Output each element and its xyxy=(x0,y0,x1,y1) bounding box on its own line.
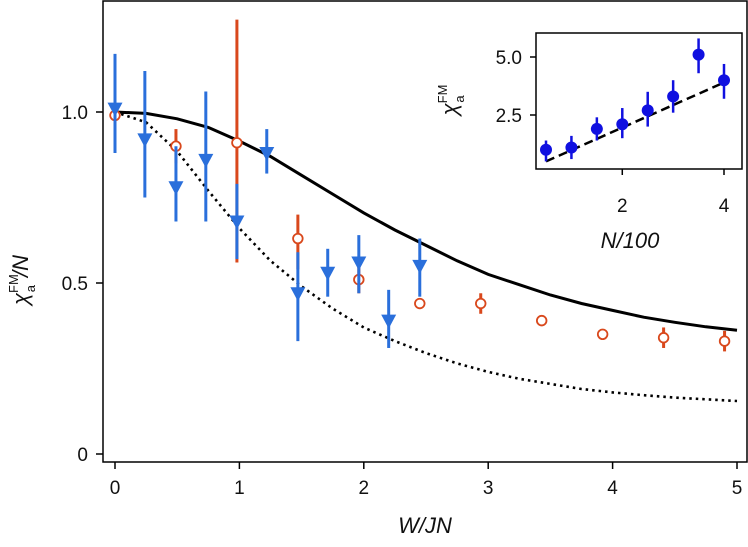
inset-data-point xyxy=(616,108,629,139)
blue-data-point xyxy=(290,252,306,342)
blue-data-point xyxy=(198,91,214,222)
inset-data-point xyxy=(667,80,680,113)
y-label-sup: FM xyxy=(6,274,21,293)
main-x-tick-label: 4 xyxy=(607,478,618,499)
red-data-point xyxy=(535,314,548,327)
red-circle-marker xyxy=(718,335,731,347)
inset-circle-marker xyxy=(540,143,552,156)
inset-y-label-sup: FM xyxy=(435,85,450,104)
main-plot-frame xyxy=(102,0,748,463)
solid-theory-curve xyxy=(114,110,738,332)
inset-circle-marker xyxy=(641,104,654,117)
inset-circle-marker xyxy=(692,48,705,61)
blue-data-point xyxy=(259,129,275,174)
inset-plot: 2 4 2.5 5.0 xyxy=(496,38,730,217)
red-circle-marker xyxy=(535,314,548,327)
blue-triangle-marker xyxy=(320,266,336,281)
blue-triangle-marker xyxy=(290,287,306,302)
red-circle-marker xyxy=(475,297,487,310)
inset-x-tick-label: 2 xyxy=(617,196,628,217)
inset-y-label-chi: χ xyxy=(437,102,462,117)
blue-triangle-marker xyxy=(259,147,275,162)
blue-data-point xyxy=(351,235,367,294)
inset-y-label-sub: a xyxy=(452,95,467,103)
inset-data-point xyxy=(718,63,730,99)
red-circle-marker xyxy=(657,332,670,344)
blue-data-point xyxy=(229,183,245,260)
red-data-point xyxy=(657,327,670,348)
inset-circle-marker xyxy=(718,74,730,87)
inset-circle-marker xyxy=(590,122,603,135)
y-label-tail: /N xyxy=(8,255,33,279)
main-x-tick-label: 2 xyxy=(359,478,370,499)
blue-triangle-marker xyxy=(412,259,428,274)
dotted-theory-curve xyxy=(114,110,738,403)
red-circle-marker xyxy=(231,137,243,149)
blue-triangle-marker xyxy=(198,153,214,168)
inset-circle-marker xyxy=(616,118,629,131)
main-plot: 0 1 2 3 4 5 0 0.5 1.0 xyxy=(62,19,743,499)
blue-triangle-marker xyxy=(381,314,397,329)
main-x-tick-label: 1 xyxy=(234,478,245,499)
red-data-point xyxy=(475,293,487,314)
inset-x-axis-label: N/100 xyxy=(601,228,660,253)
blue-triangle-marker xyxy=(137,133,153,148)
inset-x-tick-label: 4 xyxy=(719,196,730,217)
inset-circle-marker xyxy=(667,90,680,103)
red-data-point xyxy=(414,297,426,310)
blue-data-point xyxy=(107,53,123,154)
main-x-tick-label: 3 xyxy=(483,478,494,499)
main-y-tick-label: 0.5 xyxy=(62,274,88,295)
main-x-tick-label: 5 xyxy=(732,478,743,499)
blue-triangle-marker xyxy=(107,102,123,117)
inset-data-point xyxy=(590,117,603,141)
inset-circle-marker xyxy=(565,141,578,154)
blue-data-point xyxy=(320,248,336,297)
red-circle-marker xyxy=(414,297,426,310)
inset-data-point xyxy=(565,135,578,160)
blue-triangle-marker xyxy=(351,256,367,271)
red-data-point xyxy=(596,328,609,341)
y-label-sub: a xyxy=(23,284,38,292)
blue-triangle-marker xyxy=(168,181,184,196)
blue-triangle-marker xyxy=(229,215,245,230)
red-data-point xyxy=(718,330,731,352)
blue-data-point xyxy=(137,70,153,198)
main-y-tick-label: 1.0 xyxy=(62,103,88,124)
red-circle-marker xyxy=(292,232,304,245)
main-x-tick-label: 0 xyxy=(110,478,121,499)
inset-y-tick-label: 2.5 xyxy=(496,106,522,127)
inset-data-point xyxy=(540,140,552,162)
blue-data-point xyxy=(168,146,184,222)
blue-data-point xyxy=(412,238,428,297)
inset-y-tick-label: 5.0 xyxy=(496,48,522,69)
main-y-axis-label: χFM a/N xyxy=(6,255,38,307)
inset-y-axis-label: χFM a xyxy=(435,85,467,118)
inset-data-point xyxy=(692,38,705,74)
inset-data-point xyxy=(641,91,654,127)
y-label-chi: χ xyxy=(8,292,33,307)
red-circle-marker xyxy=(596,328,609,341)
blue-data-point xyxy=(381,289,397,348)
main-y-tick-label: 0 xyxy=(77,445,88,466)
main-x-axis-label: W/JN xyxy=(398,513,452,538)
